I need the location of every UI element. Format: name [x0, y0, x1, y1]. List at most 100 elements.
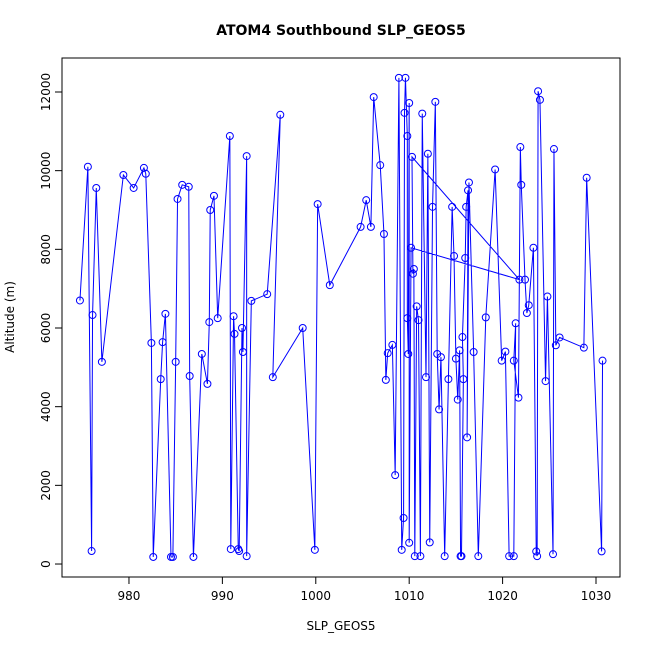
- data-point: [141, 169, 150, 178]
- data-point: [497, 356, 506, 365]
- data-point: [379, 229, 388, 238]
- data-line: [79, 77, 604, 558]
- x-tick-label: 1020: [487, 589, 518, 603]
- y-tick-label: 0: [39, 560, 53, 568]
- data-point: [474, 552, 483, 561]
- data-point: [440, 552, 449, 561]
- data-point: [298, 324, 307, 333]
- data-point: [469, 347, 478, 356]
- data-point: [543, 292, 552, 301]
- data-point: [409, 264, 418, 273]
- data-point: [412, 302, 421, 311]
- data-point: [551, 341, 560, 350]
- data-point: [399, 513, 408, 522]
- data-point: [147, 338, 156, 347]
- data-point: [119, 170, 128, 179]
- data-point: [356, 222, 365, 231]
- data-point: [206, 205, 215, 214]
- data-point: [461, 253, 470, 262]
- data-point: [403, 314, 412, 323]
- data-point: [391, 471, 400, 480]
- data-point: [524, 301, 533, 310]
- data-point: [597, 547, 606, 556]
- x-tick-label: 1000: [301, 589, 332, 603]
- y-tick-label: 4000: [39, 391, 53, 422]
- data-point: [458, 333, 467, 342]
- data-point: [397, 545, 406, 554]
- data-point: [376, 161, 385, 170]
- chart-title: ATOM4 Southbound SLP_GEOS5: [216, 23, 466, 39]
- data-point: [276, 110, 285, 119]
- data-point: [238, 347, 247, 356]
- data-point: [450, 252, 459, 261]
- data-point: [203, 379, 212, 388]
- data-point: [455, 346, 464, 355]
- data-point: [235, 547, 244, 556]
- data-point: [268, 373, 277, 382]
- data-point: [448, 202, 457, 211]
- data-point: [242, 152, 251, 161]
- data-point: [171, 357, 180, 366]
- data-point: [416, 552, 425, 561]
- data-point: [405, 99, 414, 108]
- data-point: [383, 349, 392, 358]
- data-point: [205, 318, 214, 327]
- data-point: [388, 340, 397, 349]
- data-point: [129, 183, 138, 192]
- data-point: [189, 552, 198, 561]
- y-tick-label: 10000: [39, 152, 53, 190]
- data-point: [230, 329, 239, 338]
- x-tick-label: 980: [118, 589, 141, 603]
- data-point: [534, 87, 543, 96]
- y-axis-label: Altitude (m): [3, 281, 17, 353]
- data-point: [582, 173, 591, 182]
- data-point: [435, 405, 444, 414]
- data-point: [401, 73, 410, 82]
- data-point: [407, 152, 416, 161]
- data-point: [149, 552, 158, 561]
- data-point: [381, 375, 390, 384]
- data-point: [451, 354, 460, 363]
- data-point: [313, 200, 322, 209]
- data-point: [418, 109, 427, 118]
- data-point: [511, 319, 520, 328]
- y-tick-label: 8000: [39, 234, 53, 265]
- data-point: [515, 275, 524, 284]
- x-tick-label: 1030: [581, 589, 612, 603]
- data-point: [158, 338, 167, 347]
- data-point: [541, 377, 550, 386]
- data-point: [366, 222, 375, 231]
- data-point: [425, 538, 434, 547]
- data-point: [464, 178, 473, 187]
- data-point: [464, 186, 473, 195]
- data-point: [197, 349, 206, 358]
- data-point: [509, 356, 518, 365]
- data-point: [247, 296, 256, 305]
- data-point: [529, 243, 538, 252]
- data-point: [521, 275, 530, 284]
- data-point: [92, 183, 101, 192]
- data-point: [462, 202, 471, 211]
- data-point: [481, 313, 490, 322]
- data-point: [410, 552, 419, 561]
- data-point: [522, 309, 531, 318]
- data-point: [431, 97, 440, 106]
- data-point: [414, 316, 423, 325]
- data-point: [535, 95, 544, 104]
- data-point: [310, 545, 319, 554]
- y-tick-label: 12000: [39, 73, 53, 111]
- data-point: [501, 347, 510, 356]
- data-point: [88, 311, 97, 320]
- data-point: [423, 149, 432, 158]
- data-point: [598, 356, 607, 365]
- data-point: [459, 375, 468, 384]
- data-point: [407, 243, 416, 252]
- plot-box: [61, 57, 621, 578]
- data-point: [555, 333, 564, 342]
- data-point: [75, 296, 84, 305]
- data-point: [87, 547, 96, 556]
- y-tick-label: 6000: [39, 313, 53, 344]
- data-point: [263, 290, 272, 299]
- data-point: [579, 343, 588, 352]
